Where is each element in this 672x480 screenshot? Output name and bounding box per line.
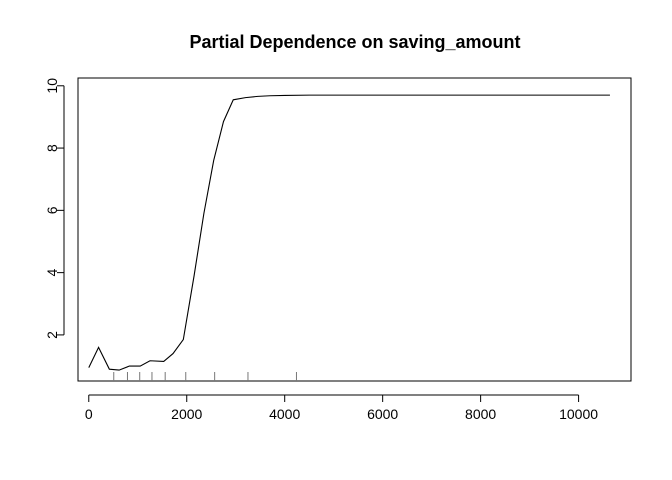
series-line — [88, 94, 610, 371]
y-tick-label: 10 — [44, 78, 60, 94]
x-axis: 0 2000 4000 6000 8000 10000 — [85, 394, 598, 422]
x-tick-label: 2000 — [171, 406, 202, 422]
y-tick-label: 2 — [44, 331, 60, 339]
x-tick-label: 8000 — [465, 406, 496, 422]
series-group — [88, 94, 610, 371]
y-tick-label: 8 — [44, 144, 60, 152]
chart-title: Partial Dependence on saving_amount — [189, 32, 520, 52]
x-tick-label: 6000 — [367, 406, 398, 422]
y-axis: 2 4 6 8 10 — [44, 78, 65, 339]
plot-frame — [77, 77, 632, 382]
rug-marks — [113, 372, 297, 381]
x-tick-label: 4000 — [269, 406, 300, 422]
x-tick-label: 10000 — [559, 406, 598, 422]
x-tick-label: 0 — [85, 406, 93, 422]
y-tick-label: 4 — [44, 269, 60, 277]
y-tick-label: 6 — [44, 206, 60, 214]
